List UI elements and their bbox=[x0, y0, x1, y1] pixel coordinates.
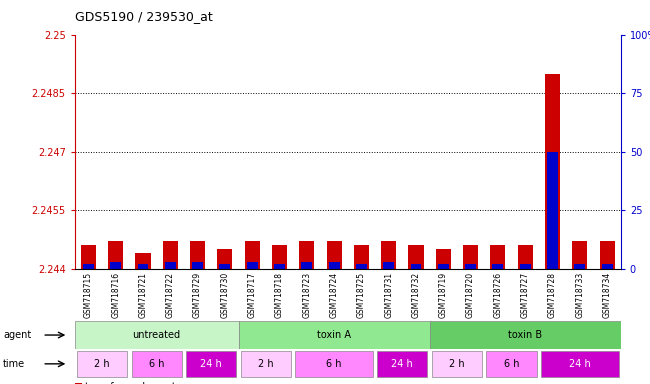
Bar bbox=[135, 253, 151, 269]
Bar bbox=[436, 249, 451, 269]
Bar bbox=[465, 264, 476, 269]
Bar bbox=[77, 351, 127, 377]
Bar bbox=[217, 249, 233, 269]
Bar bbox=[486, 351, 537, 377]
Bar bbox=[272, 245, 287, 269]
Bar bbox=[190, 242, 205, 269]
Bar bbox=[384, 262, 394, 269]
Bar bbox=[572, 242, 588, 269]
Bar bbox=[247, 262, 257, 269]
Bar bbox=[326, 242, 342, 269]
Text: toxin B: toxin B bbox=[508, 330, 542, 340]
Bar bbox=[599, 242, 615, 269]
Bar bbox=[75, 321, 239, 349]
Bar bbox=[463, 245, 478, 269]
Text: 2 h: 2 h bbox=[94, 359, 110, 369]
Bar bbox=[83, 264, 94, 269]
Bar bbox=[547, 152, 558, 269]
Bar bbox=[490, 245, 506, 269]
Text: 6 h: 6 h bbox=[326, 359, 342, 369]
Bar bbox=[354, 245, 369, 269]
Bar bbox=[381, 242, 396, 269]
Text: 2 h: 2 h bbox=[449, 359, 465, 369]
Bar bbox=[138, 264, 148, 269]
Bar bbox=[186, 351, 237, 377]
Bar bbox=[111, 262, 121, 269]
Text: agent: agent bbox=[3, 330, 31, 340]
Bar bbox=[541, 351, 619, 377]
Text: 6 h: 6 h bbox=[149, 359, 164, 369]
Bar bbox=[165, 262, 176, 269]
Text: untreated: untreated bbox=[133, 330, 181, 340]
Bar bbox=[408, 245, 424, 269]
Bar bbox=[239, 321, 430, 349]
Bar bbox=[108, 242, 124, 269]
Text: 2 h: 2 h bbox=[258, 359, 274, 369]
Bar bbox=[329, 262, 339, 269]
Text: 24 h: 24 h bbox=[200, 359, 222, 369]
Bar bbox=[220, 264, 230, 269]
Text: time: time bbox=[3, 359, 25, 369]
Bar bbox=[295, 351, 373, 377]
Bar bbox=[545, 74, 560, 269]
Bar bbox=[432, 351, 482, 377]
Bar bbox=[302, 262, 312, 269]
Bar bbox=[356, 264, 367, 269]
Text: 24 h: 24 h bbox=[569, 359, 591, 369]
Bar bbox=[75, 383, 82, 384]
Bar bbox=[192, 262, 203, 269]
Bar bbox=[131, 351, 182, 377]
Bar bbox=[244, 242, 260, 269]
Bar bbox=[274, 264, 285, 269]
Bar bbox=[517, 245, 533, 269]
Bar bbox=[520, 264, 530, 269]
Bar bbox=[438, 264, 448, 269]
Bar bbox=[377, 351, 428, 377]
Bar bbox=[411, 264, 421, 269]
Bar bbox=[81, 245, 96, 269]
Text: GDS5190 / 239530_at: GDS5190 / 239530_at bbox=[75, 10, 213, 23]
Bar bbox=[493, 264, 503, 269]
Bar bbox=[430, 321, 621, 349]
Bar bbox=[575, 264, 585, 269]
Bar bbox=[162, 242, 178, 269]
Text: 6 h: 6 h bbox=[504, 359, 519, 369]
Text: 24 h: 24 h bbox=[391, 359, 413, 369]
Bar bbox=[299, 242, 315, 269]
Bar bbox=[602, 264, 612, 269]
Bar bbox=[240, 351, 291, 377]
Text: transformed count: transformed count bbox=[85, 382, 176, 384]
Text: toxin A: toxin A bbox=[317, 330, 351, 340]
